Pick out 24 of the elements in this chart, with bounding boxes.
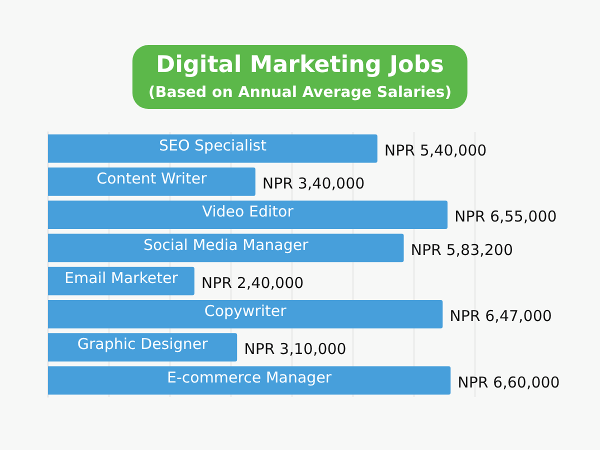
y-tick-label: Video Editor xyxy=(202,202,294,221)
data-label: NPR 2,40,000 xyxy=(201,274,304,292)
y-tick-label: Content Writer xyxy=(96,170,208,188)
data-label: NPR 6,47,000 xyxy=(450,307,552,326)
data-label: NPR 3,40,000 xyxy=(262,174,365,193)
data-label: NPR 5,40,000 xyxy=(384,141,487,160)
data-label: NPR 5,83,200 xyxy=(410,240,514,259)
data-label: NPR 6,55,000 xyxy=(454,208,557,226)
bar xyxy=(48,300,443,328)
bar xyxy=(48,200,448,230)
bar xyxy=(48,134,378,163)
y-tick-label: Copywriter xyxy=(204,302,288,320)
bar xyxy=(48,366,451,395)
data-label: NPR 3,10,000 xyxy=(244,340,346,358)
data-label: NPR 6,60,000 xyxy=(458,373,560,392)
y-tick-label: SEO Specialist xyxy=(158,136,267,154)
bar xyxy=(48,234,404,262)
y-tick-label: E-commerce Manager xyxy=(166,368,332,386)
bar xyxy=(48,167,256,196)
chart-subtitle: (Based on Annual Average Salaries) xyxy=(148,82,452,103)
y-tick-label: Graphic Designer xyxy=(77,335,209,354)
y-tick-label: Email Marketer xyxy=(64,268,179,287)
y-tick-label: Social Media Manager xyxy=(143,236,310,254)
chart-title: Digital Marketing Jobs xyxy=(155,51,445,80)
